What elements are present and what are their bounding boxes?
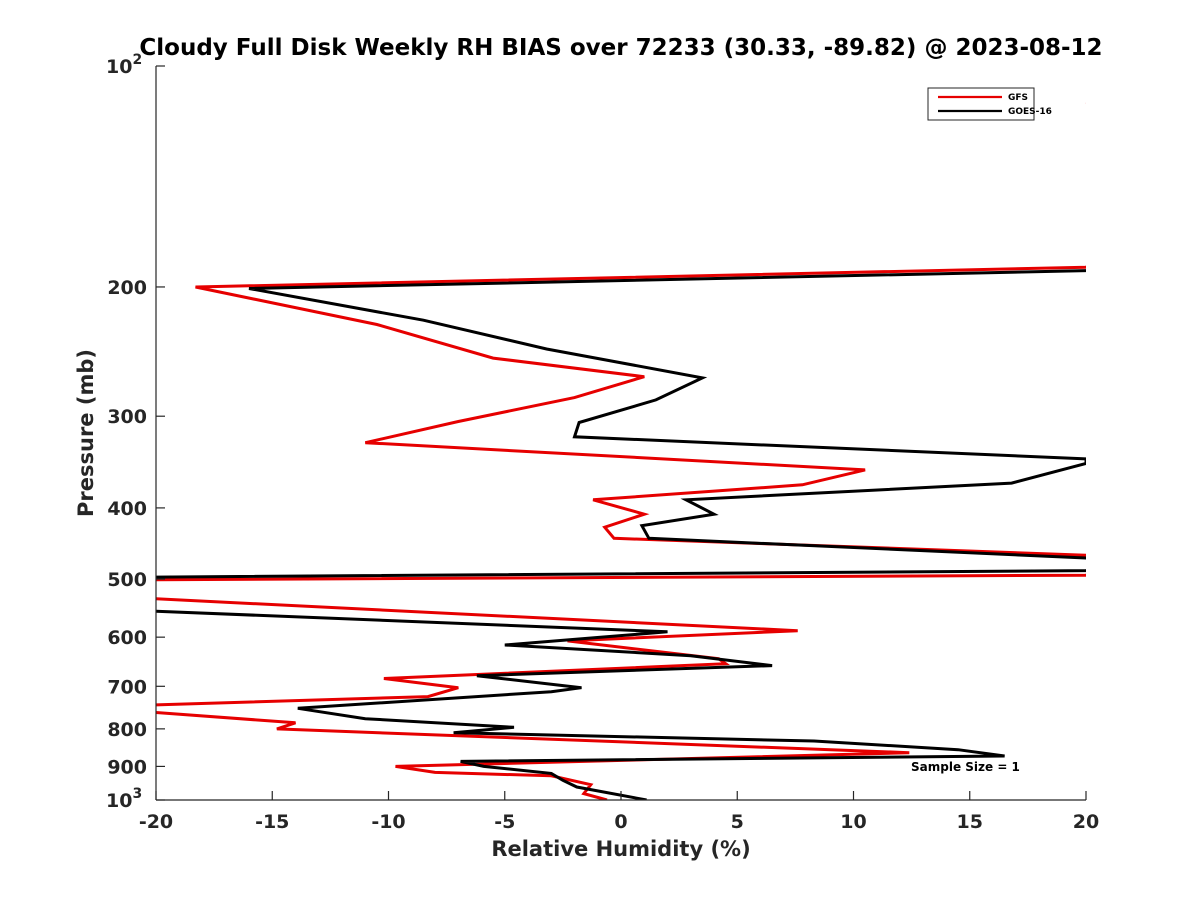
y-tick-label: 300: [107, 406, 147, 428]
y-tick-label: 102: [106, 52, 142, 78]
y-tick-label: 700: [107, 676, 147, 698]
series-layer: [156, 102, 1086, 800]
x-tick-label: -5: [494, 811, 515, 833]
y-axis-title: Pressure (mb): [74, 349, 98, 517]
legend-box: [927, 87, 1035, 121]
x-tick-label: 0: [614, 811, 627, 833]
legend: GFS GOES-16: [927, 87, 1052, 121]
chart-title: Cloudy Full Disk Weekly RH BIAS over 722…: [139, 35, 1102, 61]
y-tick-label: 200: [107, 277, 147, 299]
ticks: -20 -15 -10 -5 0 5 10 15 20 102 200 300 400 500 600 700…: [106, 52, 1099, 833]
y-tick-label: 600: [107, 627, 147, 649]
sample-size-annotation: Sample Size = 1: [911, 760, 1020, 774]
x-axis-title: Relative Humidity (%): [491, 837, 750, 861]
x-tick-label: -10: [371, 811, 405, 833]
x-tick-label: -15: [255, 811, 289, 833]
y-tick-label: 400: [107, 498, 147, 520]
series-line-goes-16: [156, 269, 1086, 800]
y-tick-label: 900: [107, 756, 147, 778]
x-tick-label: 5: [731, 811, 744, 833]
x-tick-label: 15: [957, 811, 983, 833]
x-tick-label: 20: [1073, 811, 1099, 833]
x-tick-label: 10: [840, 811, 866, 833]
x-tick-label: -20: [139, 811, 173, 833]
y-tick-label: 800: [107, 719, 147, 741]
y-tick-label: 500: [107, 569, 147, 591]
y-tick-label: 103: [106, 786, 142, 812]
legend-label-gfs: GFS: [1008, 93, 1028, 103]
legend-label-goes16: GOES-16: [1008, 107, 1052, 117]
series-line-gfs: [156, 102, 1086, 800]
